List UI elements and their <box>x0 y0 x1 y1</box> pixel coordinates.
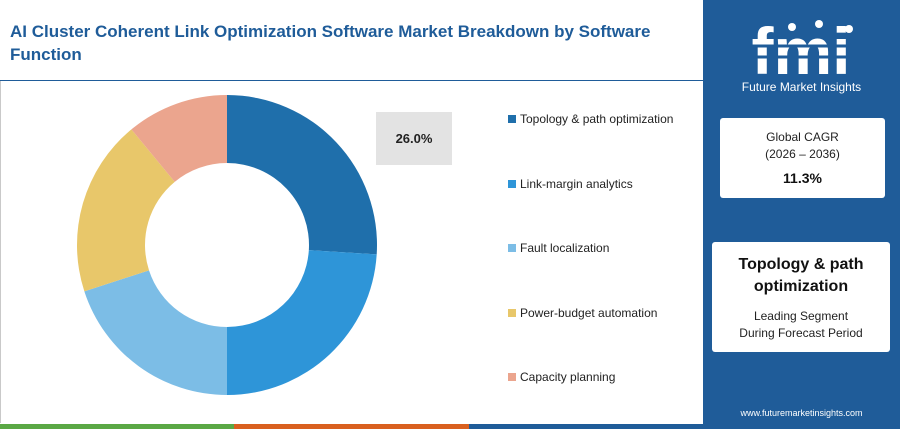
legend-swatch <box>508 179 516 188</box>
sidebar: fmi Future Market Insights Global CAGR (… <box>703 0 900 429</box>
cagr-title: Global CAGR <box>766 130 839 144</box>
legend-label: Topology & path optimization <box>520 112 674 126</box>
website-url[interactable]: www.futuremarketinsights.com <box>740 408 863 418</box>
legend-swatch <box>508 308 516 317</box>
leading-desc-line-2: During Forecast Period <box>739 326 863 340</box>
slice-link-margin-analytics <box>227 250 377 396</box>
legend-label: Fault localization <box>520 241 610 255</box>
cagr-period: (2026 – 2036) <box>765 147 840 161</box>
legend-swatch <box>508 373 516 381</box>
leading-segment-card: Topology & path optimization Leading Seg… <box>712 242 890 352</box>
legend-item-fault-localization: Fault localization <box>508 241 609 255</box>
leading-segment-description: Leading Segment During Forecast Period <box>712 308 890 342</box>
chart-title: AI Cluster Coherent Link Optimization So… <box>10 22 651 64</box>
slice-topology-path-optimization <box>227 95 377 255</box>
bottom-color-bar <box>0 424 703 429</box>
slice-power-budget-automation <box>76 129 175 292</box>
legend-item-capacity-planning: Capacity planning <box>508 370 615 384</box>
legend-swatch <box>508 244 516 252</box>
fmi-logo: fmi <box>745 14 853 88</box>
logo-tagline: Future Market Insights <box>741 80 862 94</box>
title-divider <box>0 80 703 81</box>
leading-desc-line-1: Leading Segment <box>753 309 849 323</box>
legend-label: Power-budget automation <box>520 305 658 320</box>
slice-capacity-planning <box>131 95 227 182</box>
slice-fault-localization <box>84 270 227 395</box>
legend-swatch <box>508 115 516 123</box>
legend-item-topology-path-optimization: Topology & path optimization <box>508 112 673 126</box>
bottom-bar-segment <box>234 424 469 429</box>
cagr-card: Global CAGR (2026 – 2036) 11.3% <box>720 118 885 198</box>
chart-panel: AI Cluster Coherent Link Optimization So… <box>0 22 703 429</box>
legend-label: Link-margin analytics <box>520 176 633 191</box>
donut-chart <box>76 95 377 396</box>
chart-frame <box>0 81 703 423</box>
bottom-bar-segment <box>468 424 703 429</box>
legend-label: Capacity planning <box>520 370 616 384</box>
leading-segment-name: Topology & path optimization <box>738 256 864 295</box>
cagr-value: 11.3% <box>783 170 822 186</box>
bottom-bar-segment <box>0 424 235 429</box>
logo-text: fmi <box>752 14 851 88</box>
legend-item-link-margin-analytics: Link-margin analytics <box>508 177 633 191</box>
legend-item-power-budget-automation: Power-budget automation <box>508 306 657 320</box>
callout-label: 26.0% <box>376 112 452 165</box>
